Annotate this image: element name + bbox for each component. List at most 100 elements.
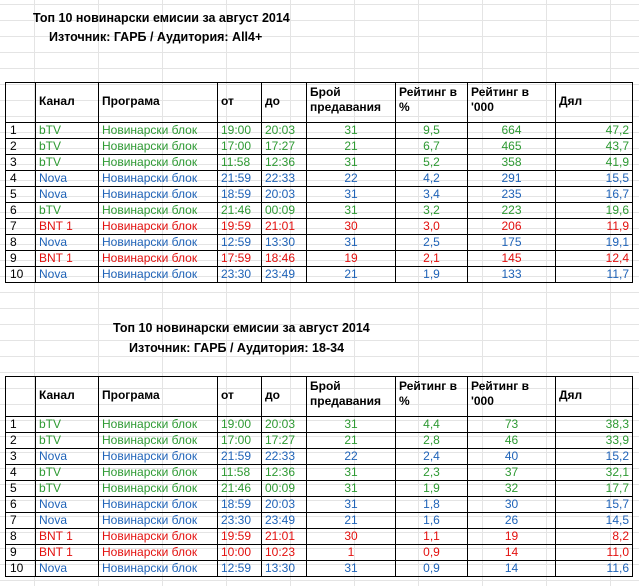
cell-count: 31	[307, 187, 396, 203]
cell-count: 31	[307, 155, 396, 171]
cell-to: 20:03	[262, 187, 307, 203]
cell-share: 41,9	[556, 155, 633, 171]
cell-rating-pct: 3,2	[396, 203, 468, 219]
cell-count: 31	[307, 123, 396, 139]
table-row: 7 Nova Новинарски блок 23:30 23:49 21 1,6 26 14,…	[5, 513, 633, 529]
table1-header: Канал Програма от до Брой предавания Рей…	[5, 82, 633, 123]
cell-channel: bTV	[36, 481, 99, 497]
cell-count: 21	[307, 513, 396, 529]
cell-from: 23:30	[218, 267, 262, 283]
cell-to: 10:23	[262, 545, 307, 561]
table-row: 1 bTV Новинарски блок 19:00 20:03 31 9,5 664 47,…	[5, 123, 633, 139]
cell-from: 17:00	[218, 433, 262, 449]
table2: Канал Програма от до Брой предавания Рей…	[5, 376, 633, 577]
cell-rating-k: 223	[468, 203, 556, 219]
cell-share: 17,7	[556, 481, 633, 497]
cell-index: 4	[5, 465, 36, 481]
table-row: 10 Nova Новинарски блок 12:59 13:30 31 0,9 14 11…	[5, 561, 633, 577]
cell-from: 17:59	[218, 251, 262, 267]
cell-to: 13:30	[262, 235, 307, 251]
cell-channel: Nova	[36, 187, 99, 203]
cell-rating-pct: 0,9	[396, 561, 468, 577]
table-row: 6 Nova Новинарски блок 18:59 20:03 31 1,8 30 15,…	[5, 497, 633, 513]
cell-to: 12:36	[262, 155, 307, 171]
cell-rating-pct: 2,3	[396, 465, 468, 481]
cell-program: Новинарски блок	[99, 481, 218, 497]
cell-from: 19:00	[218, 123, 262, 139]
header-program: Програма	[99, 377, 218, 417]
cell-index: 2	[5, 433, 36, 449]
cell-channel: Nova	[36, 235, 99, 251]
cell-index: 7	[5, 513, 36, 529]
table1-subtitle: Източник: ГАРБ / Аудитория: All4+	[49, 30, 263, 44]
cell-from: 12:59	[218, 235, 262, 251]
cell-channel: Nova	[36, 449, 99, 465]
cell-rating-k: 30	[468, 497, 556, 513]
table2-body: 1 bTV Новинарски блок 19:00 20:03 31 4,4 73 38,3…	[5, 417, 633, 577]
cell-rating-k: 145	[468, 251, 556, 267]
cell-to: 20:03	[262, 417, 307, 433]
cell-index: 2	[5, 139, 36, 155]
cell-to: 12:36	[262, 465, 307, 481]
cell-program: Новинарски блок	[99, 433, 218, 449]
cell-rating-k: 14	[468, 561, 556, 577]
cell-count: 31	[307, 203, 396, 219]
cell-share: 11,6	[556, 561, 633, 577]
cell-share: 8,2	[556, 529, 633, 545]
cell-rating-pct: 1,1	[396, 529, 468, 545]
cell-program: Новинарски блок	[99, 251, 218, 267]
cell-share: 15,2	[556, 449, 633, 465]
cell-rating-pct: 1,9	[396, 481, 468, 497]
header-from: от	[218, 377, 262, 417]
table-row: 10 Nova Новинарски блок 23:30 23:49 21 1,9 133 1…	[5, 267, 633, 283]
table-row: 5 Nova Новинарски блок 18:59 20:03 31 3,4 235 16…	[5, 187, 633, 203]
cell-rating-k: 40	[468, 449, 556, 465]
table1: Канал Програма от до Брой предавания Рей…	[5, 82, 633, 283]
cell-rating-pct: 2,8	[396, 433, 468, 449]
table1-title: Топ 10 новинарски емисии за август 2014	[33, 11, 290, 25]
cell-program: Новинарски блок	[99, 171, 218, 187]
cell-rating-k: 14	[468, 545, 556, 561]
header-rating-k: Рейтинг в '000	[468, 377, 556, 417]
cell-rating-pct: 3,0	[396, 219, 468, 235]
cell-rating-pct: 1,6	[396, 513, 468, 529]
cell-from: 18:59	[218, 187, 262, 203]
cell-program: Новинарски блок	[99, 235, 218, 251]
table-row: 9 BNT 1 Новинарски блок 10:00 10:23 1 0,9 14 11,…	[5, 545, 633, 561]
cell-from: 11:58	[218, 155, 262, 171]
cell-program: Новинарски блок	[99, 561, 218, 577]
cell-index: 8	[5, 529, 36, 545]
cell-count: 31	[307, 481, 396, 497]
cell-share: 19,6	[556, 203, 633, 219]
cell-index: 1	[5, 123, 36, 139]
cell-program: Новинарски блок	[99, 203, 218, 219]
cell-count: 22	[307, 449, 396, 465]
cell-from: 19:59	[218, 529, 262, 545]
cell-to: 20:03	[262, 123, 307, 139]
cell-rating-pct: 5,2	[396, 155, 468, 171]
cell-share: 19,1	[556, 235, 633, 251]
cell-channel: bTV	[36, 203, 99, 219]
cell-from: 19:59	[218, 219, 262, 235]
cell-program: Новинарски блок	[99, 497, 218, 513]
cell-rating-k: 32	[468, 481, 556, 497]
cell-to: 21:01	[262, 219, 307, 235]
cell-count: 30	[307, 529, 396, 545]
cell-index: 5	[5, 187, 36, 203]
cell-index: 7	[5, 219, 36, 235]
cell-to: 23:49	[262, 513, 307, 529]
header-index	[5, 377, 36, 417]
cell-program: Новинарски блок	[99, 267, 218, 283]
table-row: 2 bTV Новинарски блок 17:00 17:27 21 6,7 465 43,…	[5, 139, 633, 155]
cell-count: 31	[307, 417, 396, 433]
cell-from: 12:59	[218, 561, 262, 577]
cell-to: 00:09	[262, 203, 307, 219]
cell-share: 14,5	[556, 513, 633, 529]
table-row: 8 BNT 1 Новинарски блок 19:59 21:01 30 1,1 19 8,…	[5, 529, 633, 545]
cell-count: 31	[307, 235, 396, 251]
table-row: 3 bTV Новинарски блок 11:58 12:36 31 5,2 358 41,…	[5, 155, 633, 171]
cell-program: Новинарски блок	[99, 449, 218, 465]
cell-count: 1	[307, 545, 396, 561]
cell-program: Новинарски блок	[99, 529, 218, 545]
table-row: 3 Nova Новинарски блок 21:59 22:33 22 2,4 40 15,…	[5, 449, 633, 465]
